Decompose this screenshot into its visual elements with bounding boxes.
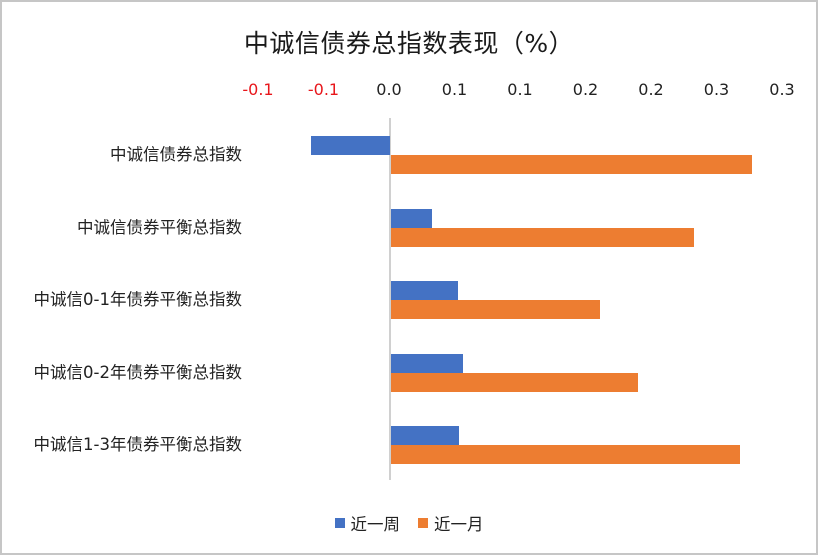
bar-week[interactable] [391, 281, 459, 300]
x-tick-label: 0.1 [441, 80, 468, 99]
bar-week[interactable] [391, 426, 460, 445]
legend-label-month: 近一月 [434, 515, 484, 534]
category-label: 中诚信1-3年债券平衡总指数 [33, 435, 242, 454]
x-tick-label: -0.1 [307, 80, 340, 99]
legend-swatch-month-icon [418, 518, 428, 528]
x-tick-label: 0.1 [507, 80, 533, 99]
bar-month[interactable] [391, 372, 638, 392]
bar-month[interactable] [391, 155, 752, 174]
zero-axis-line [389, 118, 391, 480]
category-label: 中诚信债券总指数 [110, 145, 242, 164]
bar-month[interactable] [391, 300, 600, 319]
category-label: 中诚信0-2年债券平衡总指数 [33, 362, 242, 382]
chart-title: 中诚信债券总指数表现（%） [243, 29, 575, 58]
legend-item-month[interactable]: 近一月 [418, 511, 484, 535]
category-label: 中诚信0-1年债券平衡总指数 [33, 290, 242, 309]
x-tick-label: 0.2 [638, 80, 664, 99]
legend-label-week: 近一周 [350, 515, 401, 534]
bar-week[interactable] [311, 136, 390, 155]
legend-item-week[interactable]: 近一周 [334, 511, 401, 535]
x-tick-label: 0.2 [572, 80, 599, 99]
x-tick-label: -0.1 [242, 80, 274, 99]
bar-week[interactable] [391, 353, 464, 373]
bar-month[interactable] [391, 445, 740, 464]
category-label: 中诚信债券平衡总指数 [77, 217, 242, 237]
bar-month[interactable] [391, 227, 694, 247]
x-tick-label: 0.0 [376, 80, 402, 99]
legend-swatch-week-icon [334, 518, 345, 528]
legend: 近一周 近一月 [0, 511, 818, 535]
x-tick-label: 0.3 [769, 80, 795, 99]
x-tick-label: 0.3 [703, 80, 730, 99]
bar-week[interactable] [391, 208, 432, 228]
